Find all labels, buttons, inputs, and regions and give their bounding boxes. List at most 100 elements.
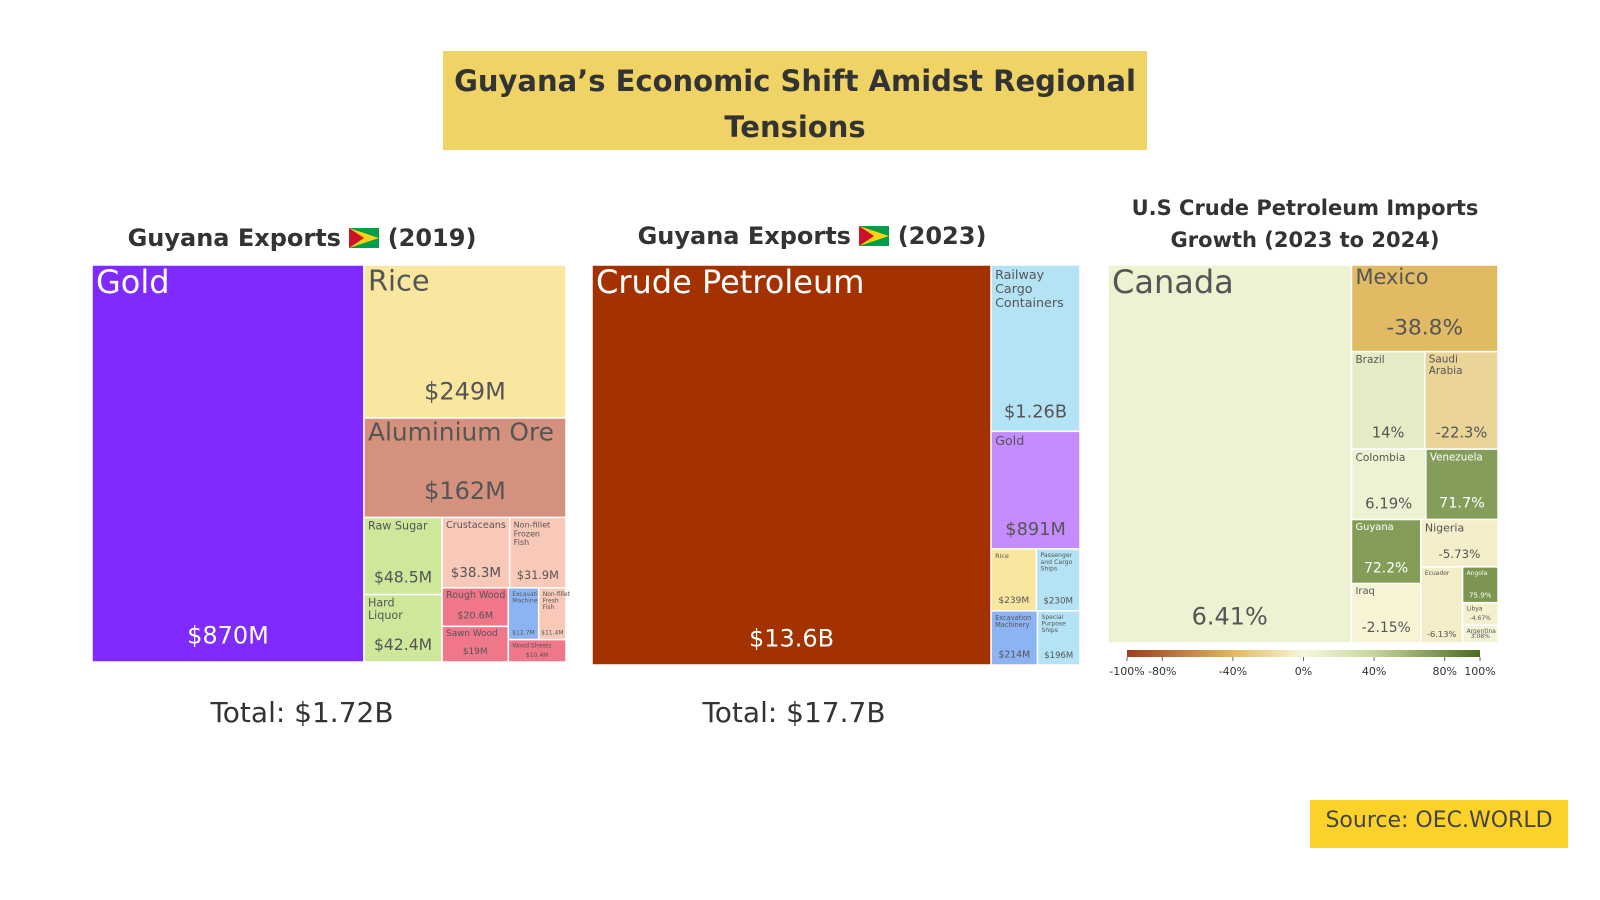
tile: Wood Sheets $10.4M bbox=[507, 638, 567, 663]
tile: Excavation Machinery $214M bbox=[990, 610, 1039, 666]
tile-label-line: Passenger bbox=[1040, 552, 1072, 559]
chart-title: Guyana Exports bbox=[127, 224, 341, 252]
tile-label: Colombia bbox=[1355, 451, 1405, 464]
value-label: -5.73% bbox=[1439, 547, 1481, 561]
tile-label: Ecuador bbox=[1425, 570, 1450, 577]
value-label: 6.19% bbox=[1365, 494, 1412, 512]
tile: Crude Petroleum $13.6B bbox=[591, 263, 992, 666]
tile-rect bbox=[507, 638, 567, 663]
tile: Iraq -2.15% bbox=[1350, 582, 1422, 644]
tile-rect bbox=[363, 264, 567, 419]
tile-label: Rice bbox=[995, 552, 1009, 560]
tile-label: Gold bbox=[995, 433, 1024, 448]
colorbar-tick-label: 100% bbox=[1464, 665, 1495, 678]
value-label: -4.67% bbox=[1470, 615, 1492, 622]
tile-label: Special Purpose Ships bbox=[1041, 614, 1066, 634]
tile-rect bbox=[1107, 264, 1353, 644]
tile-label: Canada bbox=[1112, 263, 1234, 301]
tile: Non-fillet Fresh Fish $11.4M bbox=[537, 587, 571, 641]
value-label: $42.4M bbox=[374, 636, 432, 654]
total: Total: $1.72B bbox=[210, 696, 394, 729]
tile-label-line: Fish bbox=[514, 538, 530, 547]
tile: Nigeria -5.73% bbox=[1420, 518, 1499, 568]
tile: Special Purpose Ships $196M bbox=[1036, 610, 1081, 666]
tile-label-line: Hard bbox=[368, 597, 395, 610]
main-title: Guyana’s Economic Shift Amidst Regional … bbox=[454, 64, 1136, 144]
tile-label: Argentina bbox=[1467, 628, 1497, 635]
chart-year: (2019) bbox=[387, 224, 477, 252]
tile-label: Rice bbox=[368, 264, 430, 298]
value-label: $20.6M bbox=[457, 610, 493, 621]
tile-label: Non-fillet Frozen Fish bbox=[514, 520, 551, 547]
value-label: $891M bbox=[1005, 519, 1066, 540]
chart-title: Guyana Exports (2019) bbox=[92, 224, 512, 252]
tile: Non-fillet Frozen Fish $31.9M bbox=[508, 516, 567, 589]
tile-label-line: Fresh bbox=[543, 597, 559, 604]
value-label: $38.3M bbox=[451, 565, 501, 581]
tile: Excavation Machinery $12.7M bbox=[507, 587, 545, 641]
tile-label: Excavation Machinery bbox=[995, 614, 1031, 629]
tile: Colombia 6.19% bbox=[1350, 448, 1427, 521]
tile: Aluminium Ore $162M bbox=[363, 417, 567, 519]
tile-label-line: Containers bbox=[995, 295, 1064, 310]
value-label: $249M bbox=[424, 378, 506, 406]
tile-label: Guyana bbox=[1355, 522, 1393, 533]
colorbar-tick-label: -80% bbox=[1148, 665, 1176, 678]
tile-rect bbox=[91, 264, 365, 663]
tile-label: Saudi Arabia bbox=[1429, 354, 1463, 378]
tile-rect bbox=[591, 264, 992, 666]
value-label: $13.6B bbox=[749, 625, 834, 653]
value-label: $870M bbox=[187, 622, 269, 650]
value-label: $1.26B bbox=[1004, 401, 1067, 422]
tile: Rice $249M bbox=[363, 264, 567, 419]
value-label: $11.4M bbox=[541, 630, 563, 637]
source-box bbox=[1310, 800, 1568, 848]
tile-label-line: Liquor bbox=[368, 609, 403, 622]
tile: Rice $239M bbox=[990, 548, 1038, 612]
value-label: 3.08% bbox=[1471, 633, 1490, 640]
tile-rect bbox=[1350, 518, 1422, 585]
colorbar-tick-label: 80% bbox=[1432, 665, 1456, 678]
colorbar-tick-label: -40% bbox=[1219, 665, 1247, 678]
colorbar-tick-label: 0% bbox=[1295, 665, 1312, 678]
tile-label: Gold bbox=[96, 263, 170, 301]
tile-label: Crustaceans bbox=[446, 520, 506, 531]
tile: Raw Sugar $48.5M bbox=[363, 516, 443, 596]
tile: Guyana 72.2% bbox=[1350, 518, 1422, 585]
tile-label: Mexico bbox=[1355, 265, 1428, 289]
total: Total: $17.7B bbox=[702, 696, 886, 729]
tile-rect bbox=[507, 587, 540, 641]
value-label: 75.9% bbox=[1469, 591, 1492, 600]
tile-label-line: Excavation bbox=[995, 614, 1031, 622]
tile: Railway Cargo Containers $1.26B bbox=[990, 264, 1081, 433]
flag bbox=[859, 226, 890, 246]
value-label: $12.7M bbox=[512, 630, 535, 637]
tile-label-line: Special bbox=[1041, 614, 1063, 621]
value-label: 72.2% bbox=[1364, 560, 1408, 576]
tile-rect bbox=[363, 516, 443, 596]
tile: Mexico -38.8% bbox=[1350, 264, 1499, 353]
value-label: $48.5M bbox=[374, 568, 432, 586]
tile: Crustaceans $38.3M bbox=[441, 516, 511, 589]
tile-label: Excavation Machinery bbox=[512, 591, 545, 605]
value-label: $230M bbox=[1043, 596, 1073, 606]
tile-label: Rough Wood bbox=[446, 590, 505, 601]
tile-label-line: Ships bbox=[1041, 627, 1057, 634]
value-label: -22.3% bbox=[1435, 425, 1487, 442]
tile-label-line: Fish bbox=[543, 604, 555, 611]
tile-label-line: Saudi bbox=[1429, 354, 1458, 366]
tile-rect bbox=[1461, 624, 1499, 644]
value-label: $19M bbox=[463, 647, 488, 657]
tile-label: Libya bbox=[1467, 606, 1483, 613]
tile-label-line: and Cargo bbox=[1040, 559, 1072, 566]
tile-rect bbox=[363, 417, 567, 519]
tile-label-line: Arabia bbox=[1429, 365, 1463, 377]
chart-title: U.S Crude Petroleum Imports Growth (2023… bbox=[1131, 196, 1479, 252]
colorbar bbox=[1127, 650, 1480, 657]
tile-label-line: Frozen bbox=[514, 529, 540, 538]
value-label: $214M bbox=[999, 649, 1031, 660]
tile-label: Aluminium Ore bbox=[368, 417, 554, 446]
